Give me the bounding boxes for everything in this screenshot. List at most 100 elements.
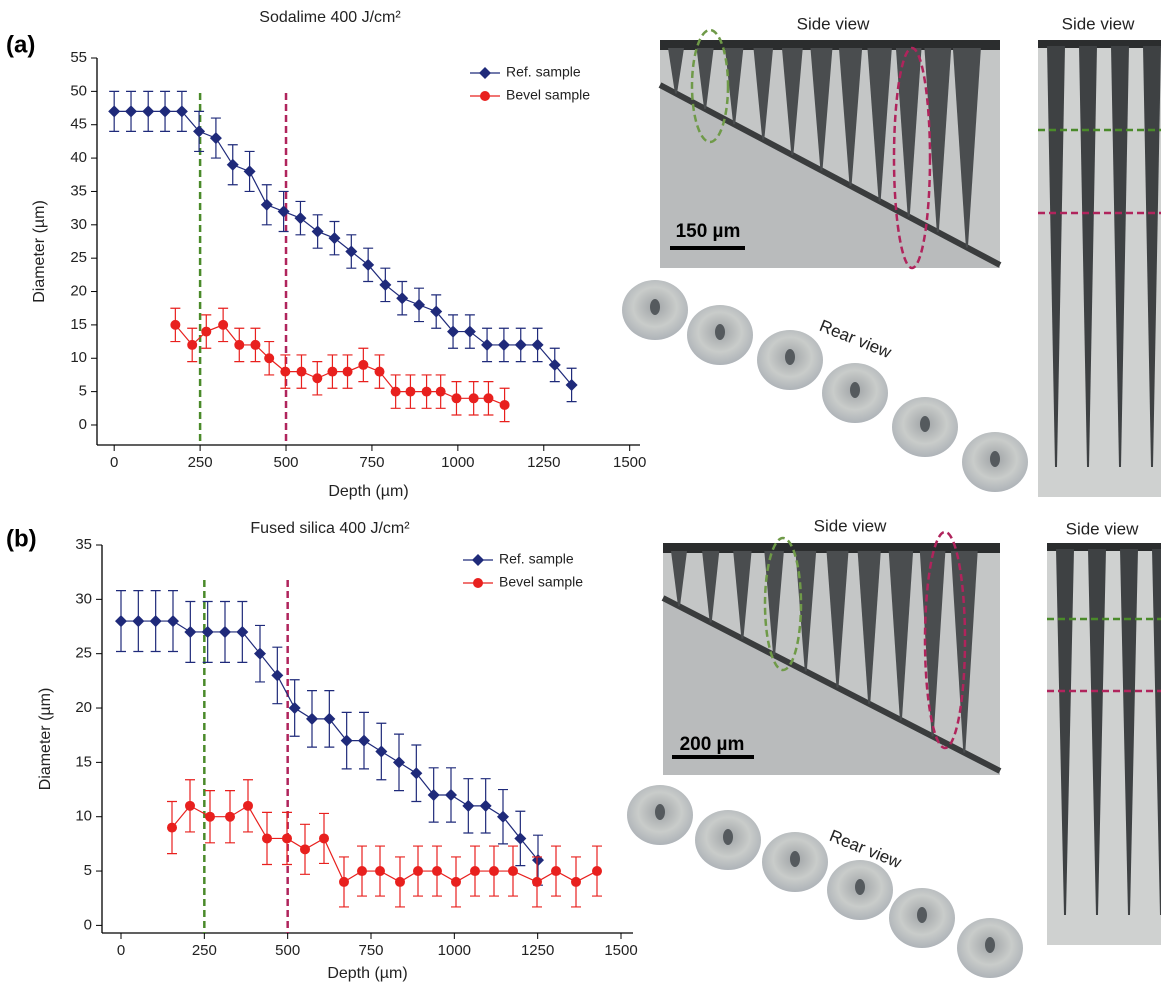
marker [427,788,440,801]
channel [696,48,714,109]
y-tick-label: 20 [75,699,92,716]
marker [319,833,329,844]
marker [201,625,214,638]
marker [149,615,162,628]
marker [312,373,323,384]
marker [497,810,509,823]
pore [790,851,800,867]
channel [867,48,892,202]
pore [650,299,660,315]
y-axis-label: Diameter (µm) [31,200,48,303]
marker [323,712,336,725]
channel [671,551,687,607]
marker [483,393,494,404]
pore [990,451,1000,467]
marker [592,866,602,877]
marker [115,615,127,628]
marker [468,393,479,404]
surface [660,40,1000,50]
legend-label: Ref. sample [506,64,581,80]
marker [463,325,476,338]
marker [187,339,198,350]
marker [410,767,423,780]
marker [462,799,475,812]
pore [920,416,930,432]
y-tick-label: 25 [70,249,87,266]
y-tick-label: 30 [75,590,92,607]
channel [733,551,752,639]
highlight [892,46,932,270]
y-tick-label: 5 [84,862,92,879]
marker [479,799,492,812]
marker [357,866,367,877]
marker [514,338,527,351]
x-axis-label: Depth (µm) [327,965,407,982]
marker [254,647,266,660]
channel [1120,549,1138,915]
channel [895,48,922,217]
channel [781,48,803,156]
x-tick-label: 0 [117,942,125,959]
marker [362,258,375,271]
highlight [923,530,967,750]
channel [1088,549,1106,915]
channel [702,551,720,623]
side-view-label: Side view [1062,14,1135,33]
surface [663,543,1000,553]
marker [445,788,457,801]
channel [1143,46,1161,467]
marker [294,212,307,225]
y-tick-label: 35 [70,182,87,199]
marker [300,844,310,855]
channel [1111,46,1129,467]
panel-label: (b) [6,525,37,552]
legend-label: Bevel sample [499,574,583,590]
marker [271,669,284,682]
pore [655,804,665,820]
x-tick-label: 500 [275,942,300,959]
legend-marker [472,554,484,566]
x-tick-label: 750 [359,454,384,471]
y-tick-label: 5 [79,383,87,400]
marker [243,165,256,178]
marker [327,366,338,377]
pore [715,324,725,340]
series-line [114,110,573,386]
marker [250,339,261,350]
channel [753,48,774,140]
y-tick-label: 25 [75,645,92,662]
pore [855,879,865,895]
pore [723,829,733,845]
highlight [690,28,730,144]
channel [724,48,744,125]
x-tick-label: 500 [274,454,299,471]
marker [159,105,172,118]
x-tick-label: 1000 [441,454,474,471]
x-tick-label: 1500 [613,454,646,471]
marker [393,756,405,769]
marker [175,105,188,118]
y-tick-label: 10 [70,349,87,366]
scale-label: 200 µm [680,734,745,755]
bevel-edge [661,595,1002,774]
marker [277,205,290,218]
marker [167,615,179,628]
channel [795,551,817,672]
marker [193,125,206,138]
pore [850,382,860,398]
marker [296,366,307,377]
legend-marker [473,578,483,588]
x-tick-label: 1250 [527,454,560,471]
marker [489,866,499,877]
marker [358,734,370,747]
legend-marker [480,91,490,101]
y-tick-label: 35 [75,536,92,553]
marker [413,866,423,877]
y-tick-label: 40 [70,149,87,166]
marker [396,292,409,305]
pore [785,349,795,365]
marker [531,338,544,351]
marker [234,339,245,350]
marker [219,625,231,638]
surface [1047,543,1161,551]
